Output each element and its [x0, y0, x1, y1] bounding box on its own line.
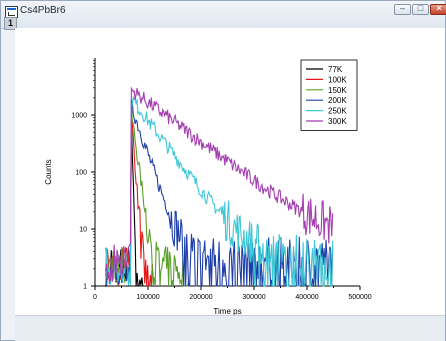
- x-tick-label: 500000: [348, 294, 371, 301]
- x-tick-label: 100000: [136, 294, 159, 301]
- y-tick-label: 1000: [71, 113, 87, 120]
- title-bar[interactable]: Cs4PbBr6 – □ × 1: [1, 1, 446, 30]
- y-tick-label: 1: [83, 284, 87, 291]
- y-tick-label: 100: [75, 170, 87, 177]
- minimize-button[interactable]: –: [394, 3, 411, 15]
- series-line-200K: [105, 98, 334, 287]
- minimize-icon: –: [399, 3, 405, 13]
- series-line-300K: [105, 86, 334, 282]
- x-tick-label: 0: [93, 294, 97, 301]
- x-tick-label: 300000: [242, 294, 265, 301]
- y-tick-label: 10: [79, 227, 87, 234]
- legend-label: 250K: [328, 107, 347, 116]
- x-axis-label: Time ps: [213, 307, 241, 315]
- legend-box: [300, 59, 358, 131]
- legend-label: 150K: [328, 86, 347, 95]
- legend-label: 200K: [328, 96, 347, 105]
- decay-chart: 0 100000 200000 300000 400000 500000 1 10 100 100…: [44, 58, 372, 315]
- y-axis-label: Counts: [44, 159, 53, 184]
- legend-label: 300K: [328, 117, 347, 126]
- close-icon: ×: [436, 3, 442, 13]
- x-tick-label: 400000: [295, 294, 318, 301]
- layer-tab[interactable]: 1: [4, 17, 17, 30]
- bottom-strip: [15, 315, 445, 341]
- x-tick-label: 200000: [189, 294, 212, 301]
- series-line-250K: [105, 95, 334, 287]
- close-button[interactable]: ×: [430, 3, 446, 15]
- plot-area: 0 100000 200000 300000 400000 500000 1 10 100 100…: [15, 28, 445, 315]
- maximize-icon: □: [417, 3, 424, 13]
- window-title: Cs4PbBr6: [20, 5, 66, 16]
- maximize-button[interactable]: □: [412, 3, 429, 15]
- legend-label: 100K: [328, 75, 347, 84]
- legend-label: 77K: [328, 65, 343, 74]
